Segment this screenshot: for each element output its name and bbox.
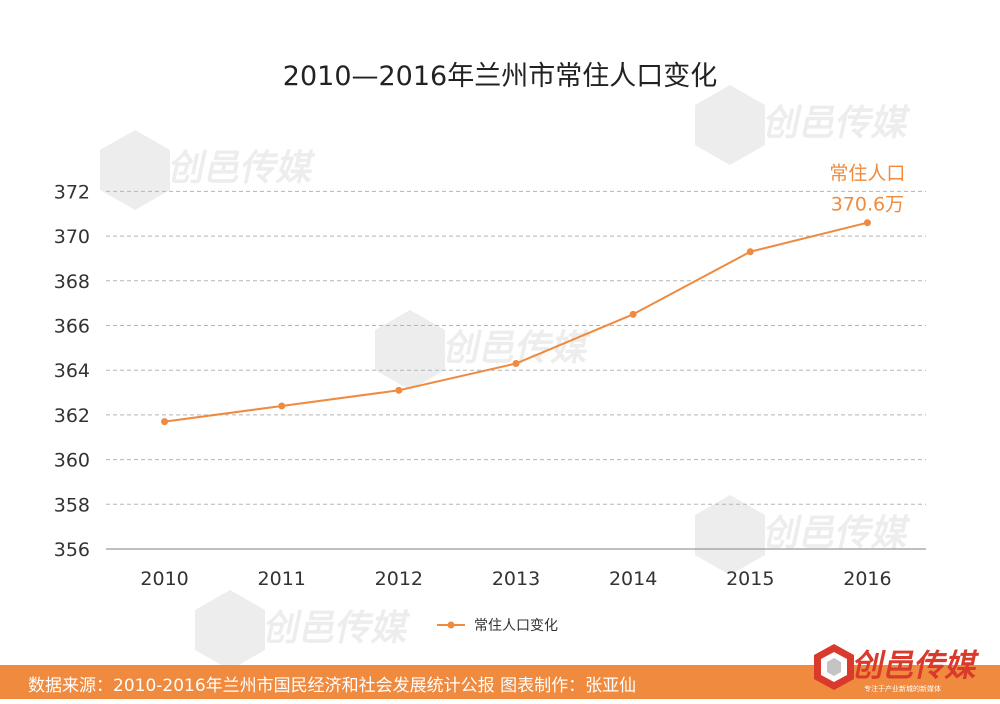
series-points: [161, 219, 871, 426]
data-point: [512, 359, 520, 367]
line-chart: 356 358 360 362 364 366 368 370 372 2010 2011 2012…: [54, 163, 926, 634]
chart-title: 2010—2016年兰州市常住人口变化: [282, 61, 718, 92]
y-tick-label: 356: [54, 539, 90, 561]
y-tick-label: 368: [54, 271, 90, 293]
x-tick-label: 2010: [140, 568, 188, 590]
brand-name: 创邑传媒: [849, 648, 982, 684]
x-tick-label: 2014: [609, 568, 657, 590]
brand-logo: 创邑传媒 专注于产业新城的新媒体: [812, 636, 1000, 699]
annotation-value: 370.6万: [831, 194, 904, 216]
data-point: [746, 248, 754, 256]
source-note: 数据来源：2010-2016年兰州市国民经济和社会发展统计公报 图表制作：张亚仙: [28, 676, 637, 696]
y-tick-label: 362: [54, 405, 90, 427]
legend-swatch-dot: [447, 621, 455, 629]
series-line: [164, 221, 868, 423]
annotation-label: 常住人口: [829, 163, 905, 185]
y-tick-label: 360: [54, 450, 90, 472]
y-tick-label: 364: [54, 360, 90, 382]
data-point: [395, 386, 403, 394]
data-point: [863, 219, 871, 227]
x-tick-label: 2012: [375, 568, 423, 590]
y-tick-label: 366: [54, 316, 90, 338]
gridlines: [106, 190, 926, 505]
footer-bar: 数据来源：2010-2016年兰州市国民经济和社会发展统计公报 图表制作：张亚仙: [0, 665, 1000, 699]
legend: 常住人口变化: [437, 618, 558, 634]
y-tick-label: 372: [54, 181, 90, 203]
y-tick-label: 358: [54, 494, 90, 516]
data-point: [278, 402, 286, 410]
brand-tagline: 专注于产业新城的新媒体: [864, 684, 941, 693]
y-axis-tick-labels: 356 358 360 362 364 366 368 370 372: [54, 181, 90, 561]
x-tick-label: 2015: [726, 568, 774, 590]
data-point: [629, 310, 637, 318]
x-tick-label: 2013: [492, 568, 540, 590]
y-tick-label: 370: [54, 226, 90, 248]
data-point: [161, 418, 169, 426]
legend-label: 常住人口变化: [474, 618, 558, 634]
x-axis-tick-labels: 2010 2011 2012 2013 2014 2015 2016: [140, 568, 891, 590]
x-tick-label: 2011: [258, 568, 306, 590]
x-tick-label: 2016: [843, 568, 891, 590]
